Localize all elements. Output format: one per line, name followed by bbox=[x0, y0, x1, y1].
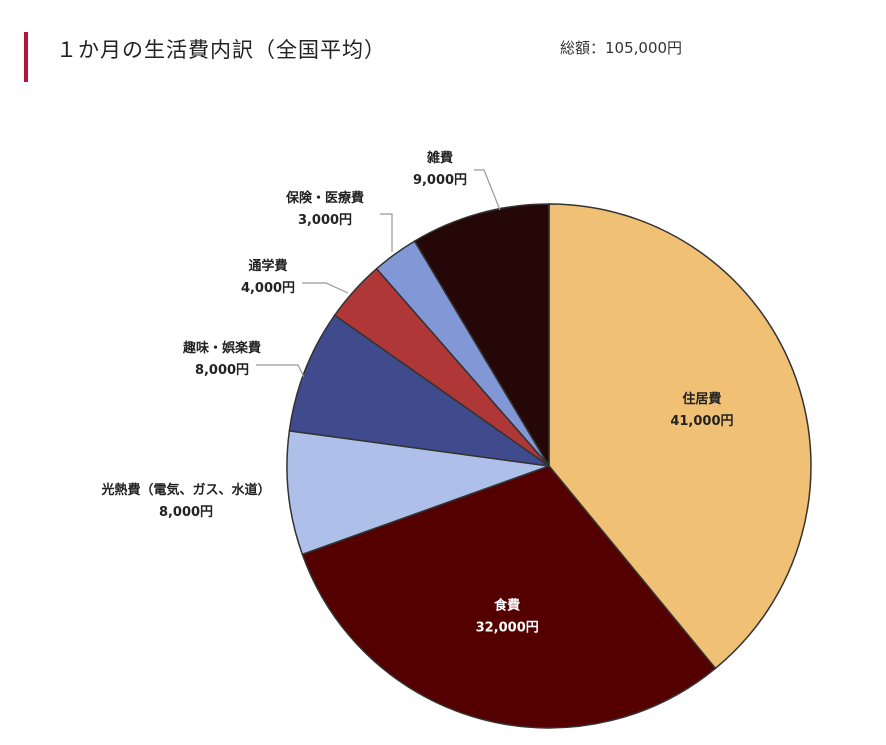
slice-value-label: 3,000円 bbox=[298, 213, 352, 228]
slice-value-label: 9,000円 bbox=[413, 173, 467, 188]
leader-line bbox=[256, 364, 305, 378]
slice-name-label: 趣味・娯楽費 bbox=[182, 340, 261, 356]
pie-slices bbox=[286, 203, 812, 729]
leader-line bbox=[474, 169, 501, 211]
title-accent-bar bbox=[24, 32, 28, 82]
slice-labels: 住居費41,000円食費32,000円光熱費（電気、ガス、水道）8,000円趣味… bbox=[100, 150, 733, 636]
page-title: １か月の生活費内訳（全国平均） bbox=[56, 38, 386, 62]
slice-value-label: 8,000円 bbox=[195, 363, 249, 378]
slice-value-label: 8,000円 bbox=[159, 505, 213, 520]
slice-name-label: 雑費 bbox=[426, 150, 453, 166]
pie-slice bbox=[288, 314, 550, 467]
slice-value-label: 32,000円 bbox=[476, 621, 539, 636]
slice-name-label: 食費 bbox=[494, 598, 520, 614]
pie-slice bbox=[286, 429, 550, 556]
slice-name-label: 光熱費（電気、ガス、水道） bbox=[100, 482, 270, 498]
pie-slice bbox=[413, 203, 550, 469]
slice-value-label: 41,000円 bbox=[670, 414, 733, 429]
slice-value-label: 4,000円 bbox=[241, 281, 295, 296]
leader-line bbox=[302, 282, 349, 294]
slice-name-label: 住居費 bbox=[682, 391, 721, 407]
leader-line bbox=[380, 213, 393, 252]
total-amount: 総額：105,000円 bbox=[560, 39, 683, 57]
pie-slice bbox=[548, 203, 812, 670]
leader-lines bbox=[256, 169, 501, 378]
slice-name-label: 通学費 bbox=[248, 258, 287, 274]
slice-name-label: 保険・医療費 bbox=[285, 190, 364, 206]
pie-slice bbox=[301, 465, 717, 729]
